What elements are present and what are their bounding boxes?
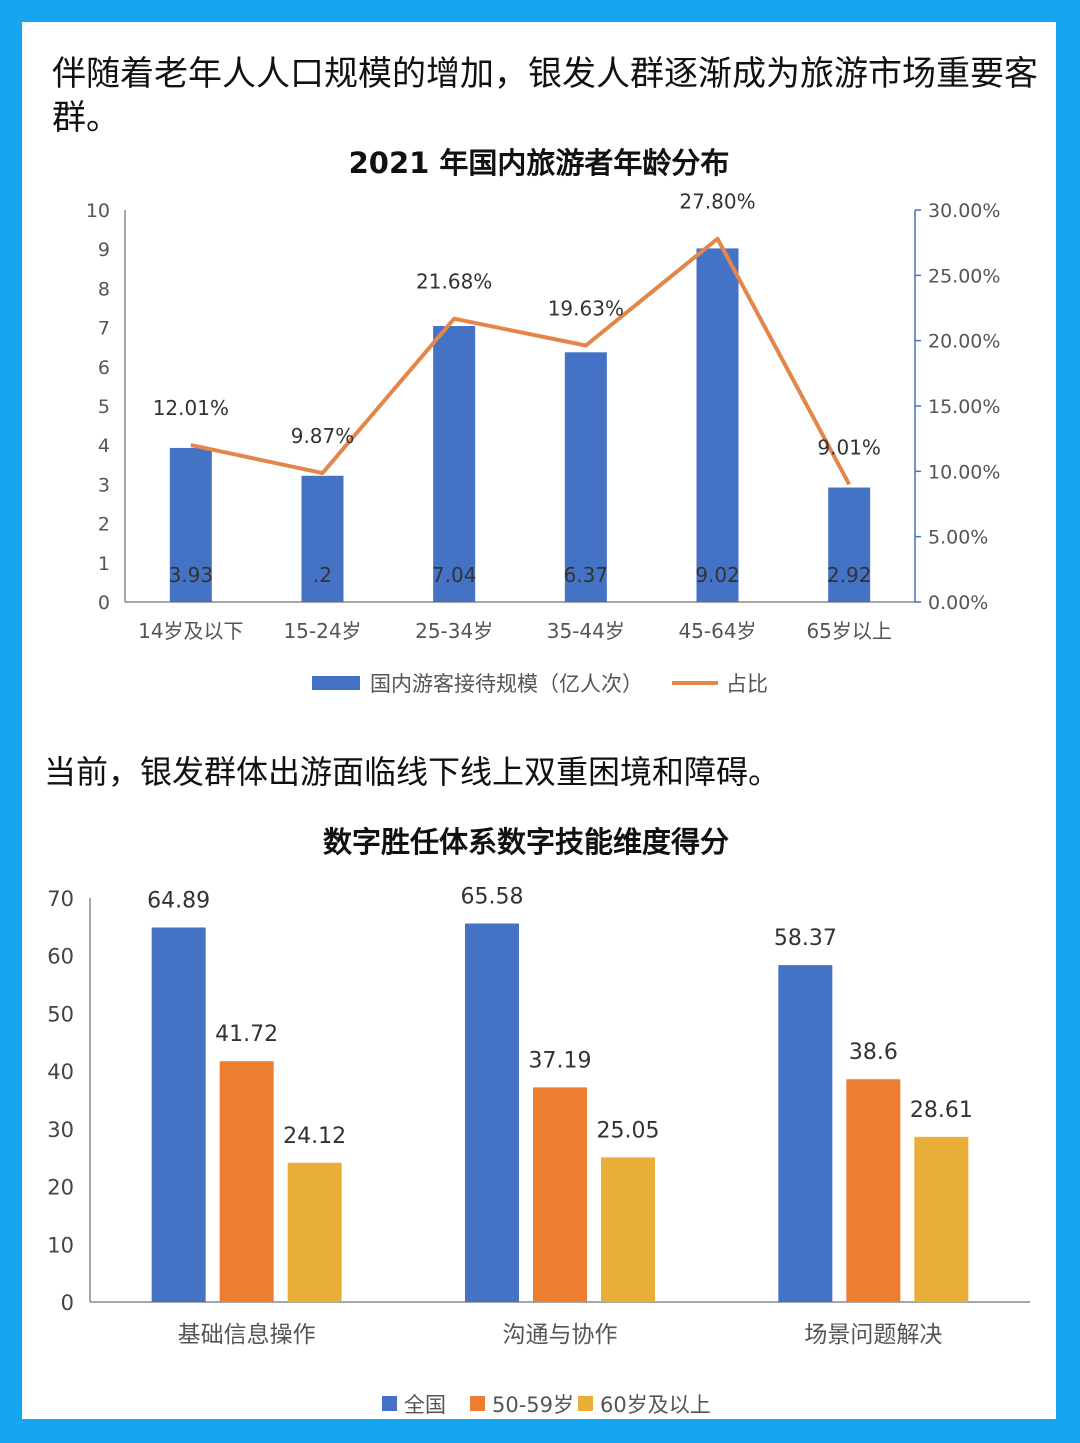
y-tick-label: 30 bbox=[47, 1118, 74, 1142]
y-left-tick-label: 5 bbox=[98, 396, 110, 418]
x-category-label: 场景问题解决 bbox=[804, 1322, 942, 1348]
x-category-label: 沟通与协作 bbox=[503, 1322, 618, 1348]
line-value-label: 12.01% bbox=[153, 396, 229, 420]
bar-value-label: 64.89 bbox=[147, 888, 210, 913]
bar bbox=[169, 447, 212, 602]
content-card: 伴随着老年人人口规模的增加，银发人群逐渐成为旅游市场重要客群。 当前，银发群体出… bbox=[22, 22, 1056, 1419]
y-left-tick-label: 10 bbox=[86, 200, 110, 222]
bar-value-label: 65.58 bbox=[461, 885, 524, 910]
x-category-label: 基础信息操作 bbox=[178, 1322, 316, 1348]
bar-value-label: .2 bbox=[313, 563, 332, 587]
legend-label: 50-59岁 bbox=[492, 1393, 574, 1417]
x-category-label: 25-34岁 bbox=[415, 619, 493, 643]
bar-value-label: 41.72 bbox=[215, 1022, 278, 1047]
bar-value-label: 25.05 bbox=[597, 1118, 660, 1143]
bar bbox=[846, 1079, 901, 1302]
y-right-tick-label: 25.00% bbox=[928, 265, 1000, 287]
y-right-tick-label: 10.00% bbox=[928, 461, 1000, 483]
y-tick-label: 10 bbox=[47, 1233, 74, 1257]
line-value-label: 9.87% bbox=[291, 424, 355, 448]
y-left-tick-label: 2 bbox=[98, 514, 110, 536]
y-left-tick-label: 4 bbox=[98, 435, 110, 457]
y-tick-label: 60 bbox=[47, 945, 74, 969]
y-left-tick-label: 8 bbox=[98, 278, 110, 300]
y-left-tick-label: 3 bbox=[98, 474, 110, 496]
chart-title: 数字胜任体系数字技能维度得分 bbox=[323, 825, 729, 859]
bar bbox=[778, 965, 833, 1302]
digital-skill-chart: 数字胜任体系数字技能维度得分 0 10 20 30 40 50 60 70 64.89 41.72 2… bbox=[47, 825, 1030, 1417]
x-category-label: 14岁及以下 bbox=[138, 619, 243, 643]
y-tick-label: 20 bbox=[47, 1176, 74, 1200]
bar bbox=[914, 1136, 969, 1302]
bar-value-label: 9.02 bbox=[695, 563, 740, 587]
bar-value-label: 37.19 bbox=[529, 1048, 592, 1073]
bar bbox=[301, 475, 344, 602]
bar-value-label: 38.6 bbox=[849, 1040, 898, 1065]
bar bbox=[433, 326, 476, 602]
bar bbox=[828, 487, 871, 602]
bar bbox=[465, 923, 519, 1302]
legend-label: 全国 bbox=[404, 1393, 446, 1417]
bar-value-label: 2.92 bbox=[827, 563, 872, 587]
y-right-tick-label: 20.00% bbox=[928, 331, 1000, 353]
y-right-tick-label: 5.00% bbox=[928, 527, 988, 549]
bar bbox=[151, 927, 206, 1302]
y-right-tick-label: 30.00% bbox=[928, 200, 1000, 222]
x-category-label: 65岁以上 bbox=[806, 619, 891, 643]
intro-text: 伴随着老年人人口规模的增加，银发人群逐渐成为旅游市场重要客群。 bbox=[52, 54, 1038, 138]
y-tick-label: 40 bbox=[47, 1060, 74, 1084]
line-value-label: 9.01% bbox=[817, 435, 881, 459]
bar bbox=[564, 352, 607, 602]
y-left-tick-label: 1 bbox=[98, 553, 110, 575]
share-line bbox=[190, 236, 851, 486]
legend-bar-label: 国内游客接待规模（亿人次） bbox=[370, 672, 643, 696]
bar-value-label: 58.37 bbox=[774, 926, 837, 951]
bar bbox=[696, 248, 739, 602]
bar-value-label: 6.37 bbox=[564, 563, 609, 587]
legend-label: 60岁及以上 bbox=[600, 1393, 711, 1417]
y-left-tick-label: 7 bbox=[98, 318, 110, 340]
legend-bar-swatch bbox=[312, 676, 360, 690]
bar bbox=[533, 1087, 587, 1302]
x-category-label: 45-64岁 bbox=[678, 619, 756, 643]
bar-value-label: 24.12 bbox=[283, 1124, 346, 1149]
line-value-label: 27.80% bbox=[679, 190, 755, 214]
line-value-label: 21.68% bbox=[416, 270, 492, 294]
y-tick-label: 70 bbox=[47, 887, 74, 911]
bar bbox=[287, 1162, 342, 1302]
y-left-tick-label: 6 bbox=[98, 357, 110, 379]
y-tick-label: 50 bbox=[47, 1002, 74, 1026]
bar bbox=[219, 1061, 274, 1302]
y-right-tick-label: 0.00% bbox=[928, 592, 988, 614]
bar bbox=[601, 1157, 655, 1302]
y-tick-label: 0 bbox=[61, 1291, 74, 1315]
y-left-tick-label: 0 bbox=[98, 592, 110, 614]
legend-swatch bbox=[470, 1396, 485, 1411]
legend-swatch bbox=[382, 1396, 397, 1411]
bar-value-label: 3.93 bbox=[169, 563, 214, 587]
bar-value-label: 28.61 bbox=[910, 1098, 973, 1123]
y-left-tick-label: 9 bbox=[98, 239, 110, 261]
legend-line-label: 占比 bbox=[726, 672, 768, 696]
chart-title: 2021 年国内旅游者年龄分布 bbox=[349, 146, 730, 180]
legend-swatch bbox=[578, 1396, 593, 1411]
y-right-tick-label: 15.00% bbox=[928, 396, 1000, 418]
age-distribution-chart: 2021 年国内旅游者年龄分布 0 1 2 3 4 5 6 7 8 9 10 0.00% 5.00% 10.… bbox=[86, 146, 1001, 696]
x-category-label: 15-24岁 bbox=[283, 619, 361, 643]
x-category-label: 35-44岁 bbox=[547, 619, 625, 643]
line-value-label: 19.63% bbox=[548, 297, 624, 321]
bar-value-label: 7.04 bbox=[432, 563, 477, 587]
section2-text: 当前，银发群体出游面临线下线上双重困境和障碍。 bbox=[44, 753, 781, 791]
